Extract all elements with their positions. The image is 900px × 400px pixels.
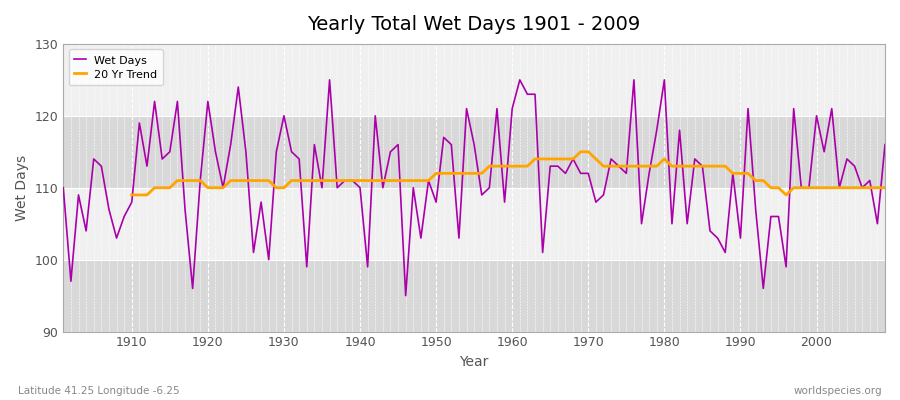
Wet Days: [58, 185, 68, 190]
X-axis label: Year: Year: [460, 355, 489, 369]
Line: Wet Days: Wet Days: [63, 80, 885, 296]
20 Yr Trend: [879, 185, 890, 190]
Wet Days: [879, 142, 890, 147]
Wet Days: [515, 78, 526, 82]
Bar: [63, 188, 885, 260]
20 Yr Trend: [126, 192, 137, 197]
Wet Days: [400, 293, 411, 298]
20 Yr Trend: [583, 149, 594, 154]
Bar: [63, 44, 885, 116]
20 Yr Trend: [515, 164, 526, 168]
Bar: [63, 116, 885, 188]
Y-axis label: Wet Days: Wet Days: [15, 155, 29, 221]
Title: Yearly Total Wet Days 1901 - 2009: Yearly Total Wet Days 1901 - 2009: [308, 15, 641, 34]
20 Yr Trend: [826, 185, 837, 190]
Wet Days: [339, 178, 350, 183]
20 Yr Trend: [302, 178, 312, 183]
Text: Latitude 41.25 Longitude -6.25: Latitude 41.25 Longitude -6.25: [18, 386, 180, 396]
Bar: [63, 260, 885, 332]
20 Yr Trend: [850, 185, 860, 190]
Wet Days: [324, 78, 335, 82]
Wet Days: [286, 149, 297, 154]
Line: 20 Yr Trend: 20 Yr Trend: [131, 152, 885, 195]
Text: worldspecies.org: worldspecies.org: [794, 386, 882, 396]
Wet Days: [522, 92, 533, 97]
20 Yr Trend: [271, 185, 282, 190]
Legend: Wet Days, 20 Yr Trend: Wet Days, 20 Yr Trend: [68, 50, 163, 86]
Wet Days: [613, 164, 624, 168]
20 Yr Trend: [575, 149, 586, 154]
Wet Days: [119, 214, 130, 219]
